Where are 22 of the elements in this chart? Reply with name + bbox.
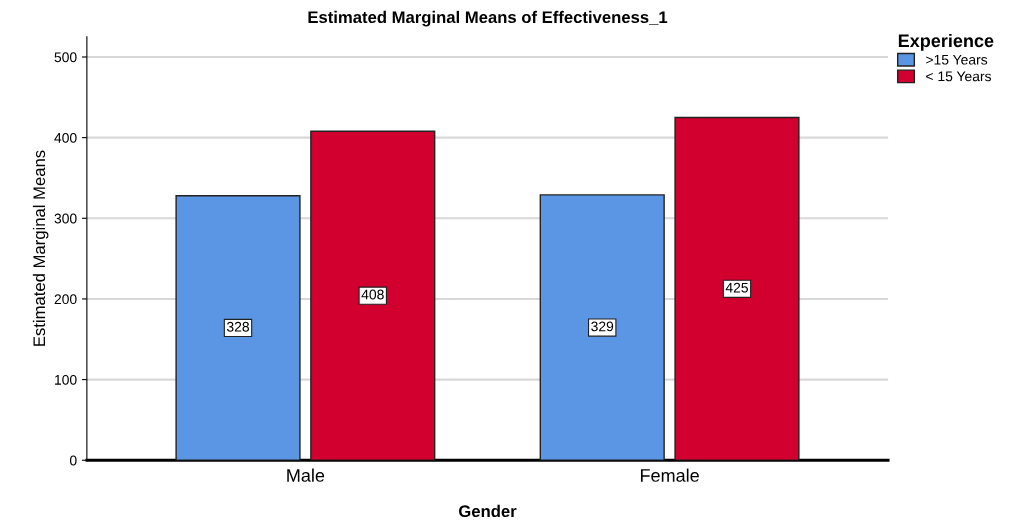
data-label: 425 bbox=[725, 282, 748, 293]
legend-label: < 15 Years bbox=[926, 71, 992, 82]
legend-label: >15 Years bbox=[926, 54, 988, 65]
y-tick-label: 200 bbox=[54, 294, 77, 305]
bar bbox=[674, 116, 800, 461]
x-tick-label: Female bbox=[640, 468, 699, 482]
y-tick-label: 100 bbox=[55, 374, 77, 385]
y-tick-label: 400 bbox=[54, 132, 77, 143]
y-tick-label: 500 bbox=[54, 52, 77, 63]
chart-title: Estimated Marginal Means of Effectiveness_1 bbox=[308, 10, 668, 27]
data-label: 328 bbox=[226, 321, 249, 332]
data-label: 408 bbox=[361, 289, 384, 300]
y-tick-label: 0 bbox=[69, 455, 77, 466]
y-axis-title: Estimated Marginal Means bbox=[32, 150, 49, 346]
bar bbox=[539, 194, 665, 461]
x-tick-label: Male bbox=[287, 468, 325, 482]
y-tick-label: 300 bbox=[54, 213, 77, 224]
bar bbox=[310, 130, 436, 461]
bar bbox=[175, 195, 301, 461]
data-label: 329 bbox=[591, 321, 614, 332]
legend-title: Experience bbox=[898, 33, 994, 51]
x-axis-title: Gender bbox=[459, 504, 517, 518]
